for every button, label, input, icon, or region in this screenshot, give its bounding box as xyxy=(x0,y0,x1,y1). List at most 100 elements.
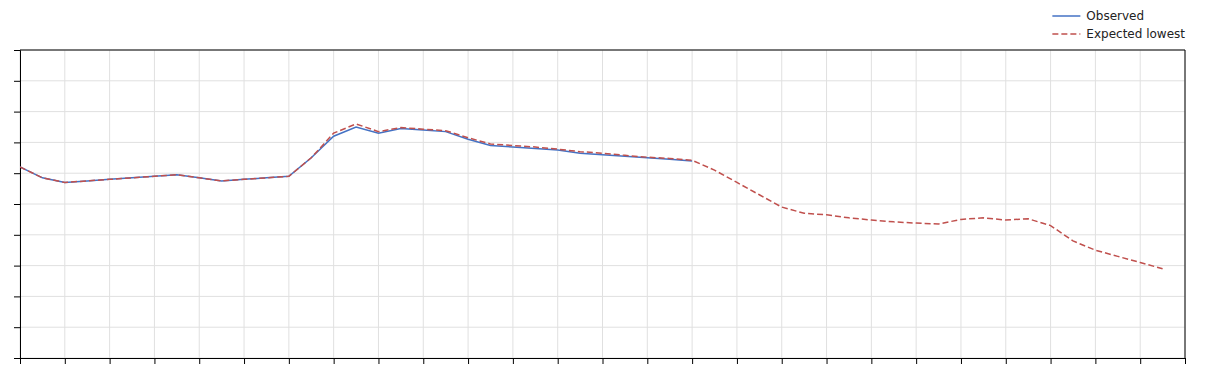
tick xyxy=(558,358,559,364)
tick xyxy=(110,358,111,364)
tick xyxy=(289,358,290,364)
grid-line-y xyxy=(20,111,1185,112)
tick-mark xyxy=(603,358,604,364)
axis-line xyxy=(14,51,21,359)
grid-line-y xyxy=(20,265,1185,266)
tick-mark xyxy=(289,358,290,364)
tick-mark xyxy=(1095,358,1096,364)
grid-line-y xyxy=(20,234,1185,235)
tick-mark xyxy=(827,358,828,364)
grid-line-y xyxy=(20,296,1185,297)
tick xyxy=(334,358,335,364)
series-line xyxy=(20,124,1163,269)
tick xyxy=(423,358,424,364)
tick-mark xyxy=(916,358,917,364)
tick-mark xyxy=(1185,358,1186,364)
grid xyxy=(20,50,1185,358)
tick-mark xyxy=(154,358,155,364)
tick-mark xyxy=(14,50,20,51)
legend-swatch xyxy=(1052,15,1080,17)
grid-line-y xyxy=(20,80,1185,81)
grid-line-y xyxy=(20,142,1185,143)
tick xyxy=(14,142,20,143)
tick xyxy=(14,173,20,174)
tick-mark xyxy=(782,358,783,364)
tick-mark xyxy=(110,358,111,364)
tick-mark xyxy=(468,358,469,364)
axis-line xyxy=(21,359,1186,365)
tick xyxy=(916,358,917,364)
tick-mark xyxy=(14,235,20,236)
tick-mark xyxy=(14,112,20,113)
tick xyxy=(244,358,245,364)
tick-mark xyxy=(334,358,335,364)
tick xyxy=(378,358,379,364)
legend-label: Expected lowest xyxy=(1086,27,1185,41)
tick-mark xyxy=(378,358,379,364)
grid-line-y xyxy=(20,173,1185,174)
tick xyxy=(871,358,872,364)
frame xyxy=(1185,50,1186,358)
tick xyxy=(1185,358,1186,364)
frame xyxy=(20,50,1185,51)
tick-mark xyxy=(244,358,245,364)
tick xyxy=(961,358,962,364)
chart: Observed Expected lowest xyxy=(0,0,1205,378)
tick-mark xyxy=(14,296,20,297)
tick xyxy=(14,204,20,205)
grid-line-y xyxy=(20,50,1185,51)
tick-mark xyxy=(737,358,738,364)
tick-mark xyxy=(14,327,20,328)
tick xyxy=(468,358,469,364)
series-line xyxy=(20,127,692,182)
tick xyxy=(14,50,20,51)
tick xyxy=(14,358,20,359)
grid-line-y xyxy=(20,327,1185,328)
legend-item: Expected lowest xyxy=(1052,27,1185,41)
tick xyxy=(737,358,738,364)
tick xyxy=(1095,358,1096,364)
legend-swatch xyxy=(1052,33,1080,35)
grid-line-x xyxy=(1185,50,1186,358)
tick xyxy=(1051,358,1052,364)
tick-mark xyxy=(1051,358,1052,364)
grid-line-y xyxy=(20,204,1185,205)
tick-mark xyxy=(1140,358,1141,364)
tick-mark xyxy=(871,358,872,364)
tick xyxy=(692,358,693,364)
tick-mark xyxy=(14,204,20,205)
tick xyxy=(603,358,604,364)
legend-item: Observed xyxy=(1052,9,1144,23)
tick-mark xyxy=(14,81,20,82)
tick xyxy=(199,358,200,364)
tick-mark xyxy=(199,358,200,364)
tick-mark xyxy=(14,358,20,359)
tick-mark xyxy=(423,358,424,364)
tick xyxy=(647,358,648,364)
tick-mark xyxy=(14,266,20,267)
tick-mark xyxy=(14,173,20,174)
y-axis xyxy=(14,51,21,359)
tick xyxy=(14,266,20,267)
legend: Observed Expected lowest xyxy=(1052,9,1185,41)
tick-mark xyxy=(513,358,514,364)
lines xyxy=(20,124,1163,269)
tick xyxy=(513,358,514,364)
tick xyxy=(14,327,20,328)
tick xyxy=(1140,358,1141,364)
tick xyxy=(1006,358,1007,364)
tick-mark xyxy=(961,358,962,364)
legend-label: Observed xyxy=(1086,9,1144,23)
tick-mark xyxy=(65,358,66,364)
x-axis xyxy=(21,358,1186,364)
tick-mark xyxy=(1006,358,1007,364)
tick xyxy=(14,235,20,236)
tick-mark xyxy=(647,358,648,364)
tick-mark xyxy=(558,358,559,364)
tick xyxy=(782,358,783,364)
tick xyxy=(827,358,828,364)
tick xyxy=(154,358,155,364)
tick xyxy=(65,358,66,364)
tick-mark xyxy=(14,142,20,143)
tick-mark xyxy=(692,358,693,364)
